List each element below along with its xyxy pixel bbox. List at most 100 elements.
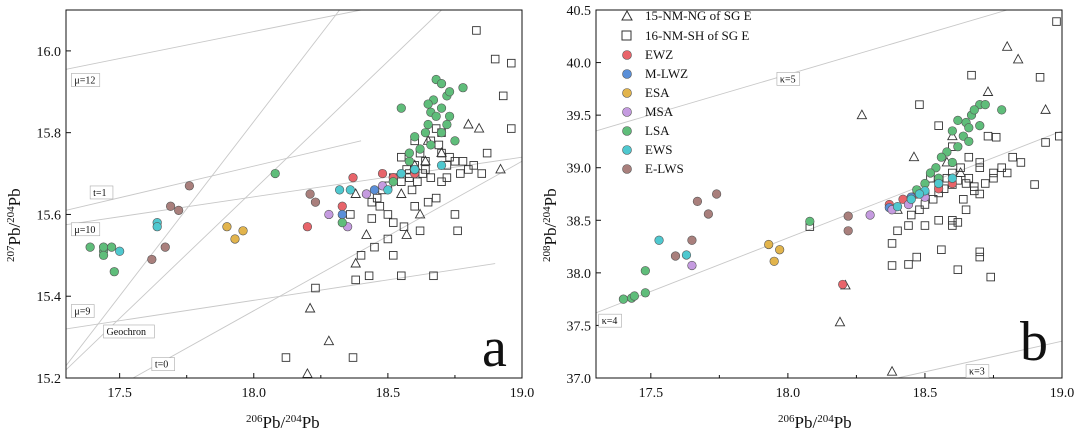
data-point-lsa [975, 121, 985, 131]
data-point-sh [421, 157, 430, 166]
annotation-text: κ=3 [969, 367, 985, 378]
data-point-sh [934, 121, 943, 130]
data-point-sh [477, 169, 487, 178]
data-point-lsa [426, 140, 436, 150]
ylabel-b-sup2: 204 [541, 206, 553, 223]
x-tick-label: 19.0 [1050, 386, 1075, 401]
y-tick-label: 37.5 [567, 319, 592, 334]
data-point-ng [1040, 103, 1051, 114]
data-point-elws [310, 197, 321, 207]
y-tick-label: 40.0 [567, 57, 592, 72]
data-point-sh [975, 189, 985, 199]
data-point-sh [915, 205, 924, 215]
data-point-sh [934, 216, 943, 225]
legend-item-mlwz: M-LWZ [622, 66, 688, 81]
annotation-text: t=0 [155, 360, 168, 371]
legend-item-sh: 16-NM-SH of SG E [621, 28, 749, 43]
reference-line [66, 156, 522, 226]
data-point-sh [431, 193, 441, 203]
panel-a-letter: a [482, 317, 507, 379]
data-point-sh [482, 148, 492, 158]
data-point-lsa [805, 216, 815, 226]
data-point-sh [453, 226, 462, 236]
data-point-ng [982, 86, 994, 96]
annotation-text: t=1 [93, 188, 106, 199]
data-point-lsa [450, 136, 460, 146]
data-point-lsa [431, 111, 441, 121]
data-point-ng [302, 367, 313, 378]
legend-item-ng: 15-NM-NG of SG E [621, 8, 752, 23]
data-point-sh [975, 158, 985, 167]
annotation-label: μ=10 [71, 222, 101, 237]
data-point-lsa [953, 115, 963, 125]
data-point-ews [681, 250, 692, 260]
legend-item-esa: ESA [622, 85, 670, 100]
annotation-box [598, 313, 622, 328]
x-tick-label: 18.0 [776, 386, 801, 401]
xlabel-a-sup2: 204 [285, 413, 302, 425]
data-point-lsa [337, 218, 347, 228]
data-point-sh [346, 210, 355, 219]
data-point-esa [769, 256, 779, 266]
data-point-ng [834, 316, 846, 327]
reference-line [596, 130, 1062, 314]
data-point-sh [983, 131, 993, 141]
data-point-lsa [980, 100, 990, 110]
data-point-sh [348, 353, 358, 362]
data-point-elws [712, 189, 722, 199]
data-point-sh [975, 252, 985, 262]
data-point-ng [414, 208, 426, 219]
y-tick-label: 38.0 [567, 267, 592, 282]
legend-marker-lsa [622, 126, 632, 136]
data-point-lsa [969, 105, 979, 115]
data-point-sh [1052, 17, 1061, 26]
panel-b-letter: b [1020, 311, 1048, 373]
data-point-sh [920, 200, 930, 209]
reference-line [897, 340, 1062, 378]
data-point-elws [703, 209, 713, 219]
data-point-sh [997, 163, 1006, 172]
data-point-ng [856, 109, 868, 120]
data-point-lsa [404, 156, 414, 166]
data-point-elws [305, 189, 315, 199]
data-point-sh [893, 226, 902, 236]
data-point-esa [238, 226, 248, 236]
data-point-ews [383, 185, 393, 195]
data-point-ews [436, 160, 447, 170]
reference-line [66, 10, 340, 367]
data-point-sh [964, 152, 974, 162]
data-point-sh [399, 222, 409, 231]
data-point-lsa [106, 242, 117, 252]
data-point-ng [350, 257, 362, 268]
x-tick-label: 19.0 [510, 386, 535, 401]
data-point-esa [775, 245, 785, 255]
legend-marker-ews [622, 145, 632, 155]
data-point-esa [764, 239, 774, 250]
data-point-ews [396, 168, 406, 179]
data-point-sh [1008, 152, 1017, 162]
legend-marker-elws [622, 164, 632, 174]
ylabel-a-sup2: 204 [5, 206, 17, 223]
data-point-sh [458, 157, 468, 166]
legend-label-elws: E-LWS [645, 161, 684, 176]
data-point-mlwz [369, 185, 380, 195]
legend-marker-ewz [622, 50, 632, 60]
data-point-sh [1016, 158, 1026, 167]
x-tick-label: 18.5 [913, 386, 938, 401]
data-point-lsa [420, 128, 431, 138]
panel-b: 17.5 18.0 18.5 19.0 37.0 37.5 38.0 38.5 39.0 39.5… [541, 4, 1074, 432]
data-point-lsa [444, 111, 455, 121]
data-point-sh [967, 70, 976, 80]
data-point-sh [989, 168, 998, 178]
data-point-ews [934, 178, 944, 189]
legend-item-msa: MSA [622, 104, 674, 119]
data-point-sh [421, 165, 430, 174]
annotation-text: μ=10 [74, 225, 95, 236]
data-point-sh [975, 163, 985, 172]
reference-line [596, 10, 1008, 132]
annotation-box [71, 304, 95, 318]
x-tick-label: 17.5 [639, 386, 664, 401]
annotation-text: μ=12 [74, 76, 95, 87]
data-point-ng [473, 122, 485, 133]
annotation-box [151, 357, 175, 371]
